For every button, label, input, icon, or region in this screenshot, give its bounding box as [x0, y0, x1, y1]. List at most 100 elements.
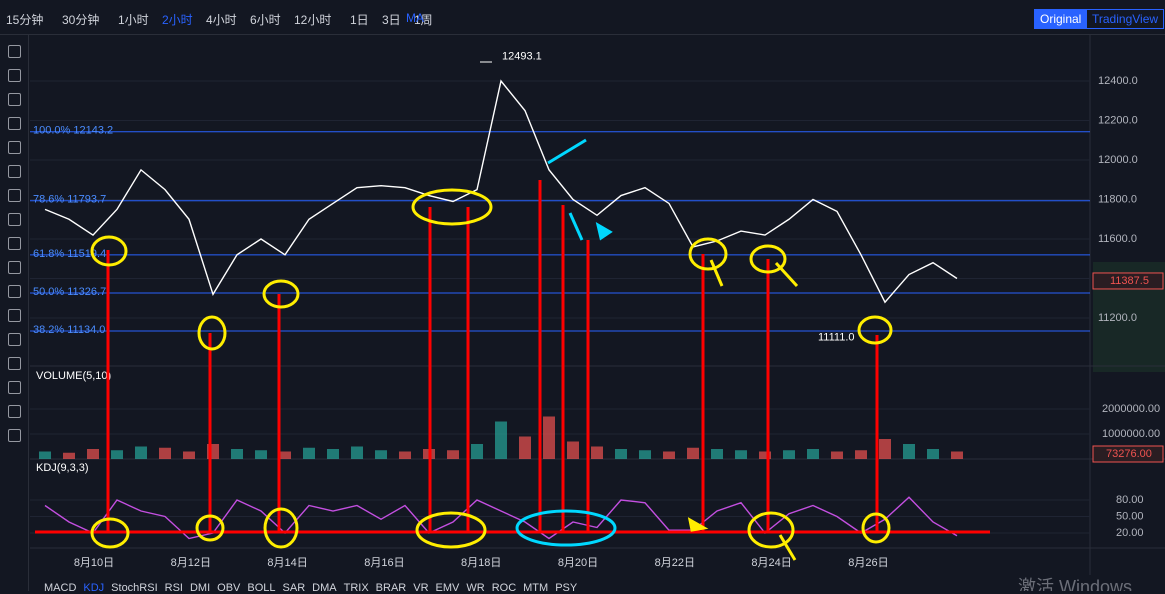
- tool-icon[interactable]: [8, 261, 21, 274]
- indicator-tab[interactable]: StochRSI: [111, 582, 158, 594]
- interval-tab[interactable]: 1日: [350, 13, 369, 27]
- indicator-tabs: MACD KDJ StochRSI RSI DMI OBV BOLL SAR DMA TRIX BR…: [44, 582, 584, 594]
- volume-bar: [495, 421, 507, 459]
- interval-tab[interactable]: 30分钟: [62, 13, 100, 27]
- tool-icon[interactable]: [8, 309, 21, 322]
- volume-bar: [231, 449, 243, 459]
- indicator-tab[interactable]: SAR: [282, 582, 306, 594]
- indicator-tab[interactable]: ROC: [491, 582, 517, 594]
- annotations: [35, 61, 990, 561]
- kdj-title: KDJ(9,3,3): [36, 462, 89, 474]
- tool-icon[interactable]: [8, 333, 21, 346]
- arrow: [547, 138, 587, 165]
- volume-bar: [255, 450, 267, 459]
- indicator-tab[interactable]: MACD: [44, 582, 77, 594]
- tool-icon[interactable]: [8, 189, 21, 202]
- date-label: 8月10日: [74, 557, 114, 569]
- y-tick-label: 11800.0: [1098, 193, 1137, 205]
- volume-bar: [519, 436, 531, 459]
- volume-bar: [183, 451, 195, 459]
- volume-tick-label: 1000000.00: [1102, 428, 1160, 440]
- indicator-tab[interactable]: PSY: [555, 582, 578, 594]
- volume-bar: [927, 449, 939, 459]
- drawing-toolbar: [0, 35, 29, 591]
- volume-bar: [591, 446, 603, 459]
- tool-icon[interactable]: [8, 357, 21, 370]
- volume-bar: [639, 450, 651, 459]
- highlight-circle: [411, 188, 493, 226]
- y-tick-label: 12200.0: [1098, 114, 1138, 126]
- volume-bar: [399, 451, 411, 459]
- view-tab[interactable]: TradingView: [1086, 9, 1165, 29]
- indicator-tab[interactable]: KDJ: [83, 582, 105, 594]
- tool-icon[interactable]: [8, 237, 21, 250]
- tool-icon[interactable]: [8, 381, 21, 394]
- indicator-tab[interactable]: DMI: [189, 582, 211, 594]
- indicator-tab[interactable]: TRIX: [343, 582, 369, 594]
- indicator-tab[interactable]: RSI: [164, 582, 183, 594]
- tool-icon[interactable]: [8, 405, 21, 418]
- date-label: 8月18日: [461, 557, 501, 569]
- volume-bar: [351, 446, 363, 459]
- tool-icon[interactable]: [8, 117, 21, 130]
- volume-bar: [807, 449, 819, 459]
- tool-icon[interactable]: [8, 429, 21, 442]
- indicator-tab[interactable]: OBV: [217, 582, 241, 594]
- fib-label: 78.6% 11793.7: [33, 194, 106, 206]
- tool-icon[interactable]: [8, 165, 21, 178]
- indicator-button[interactable]: MA: [406, 11, 424, 25]
- interval-tab[interactable]: 1小时: [118, 13, 149, 27]
- price-line: [44, 79, 958, 304]
- volume-title: VOLUME(5,10): [36, 370, 111, 382]
- y-tick-label: 12000.0: [1098, 154, 1138, 166]
- highlight-circle: [263, 507, 299, 549]
- volume-bar: [303, 447, 315, 459]
- indicator-tab[interactable]: WR: [466, 582, 485, 594]
- volume-bar: [447, 450, 459, 459]
- interval-tab[interactable]: 15分钟: [6, 13, 44, 27]
- arrow: [774, 261, 799, 288]
- interval-tab[interactable]: 1周: [414, 13, 433, 27]
- y-tick-label: 11600.0: [1098, 233, 1137, 245]
- date-label: 8月16日: [364, 557, 404, 569]
- indicator-tab[interactable]: MTM: [523, 582, 549, 594]
- last-price-label: 11387.5: [1110, 275, 1149, 287]
- kdj-tick-label: 50.00: [1116, 510, 1144, 522]
- indicator-tab[interactable]: DMA: [312, 582, 337, 594]
- date-label: 8月20日: [558, 557, 598, 569]
- interval-tab[interactable]: 6小时: [250, 13, 281, 27]
- indicator-tab[interactable]: BOLL: [247, 582, 276, 594]
- volume-bar: [615, 449, 627, 459]
- toolbar: 15分钟 30分钟 1小时 2小时 4小时 6小时 12小时 1日 3日 1周 MA Origin…: [0, 0, 1165, 35]
- y-tick-label: 12400.0: [1098, 75, 1138, 87]
- interval-tab[interactable]: 4小时: [206, 13, 237, 27]
- arrow: [778, 534, 797, 561]
- interval-tab[interactable]: 3日: [382, 13, 401, 27]
- interval-tab[interactable]: 12小时: [294, 13, 332, 27]
- indicator-tab[interactable]: EMV: [435, 582, 460, 594]
- volume-bar: [879, 439, 891, 459]
- indicator-tab[interactable]: VR: [413, 582, 429, 594]
- tool-icon[interactable]: [8, 93, 21, 106]
- volume-bar: [783, 450, 795, 459]
- low-label: 11111.0: [818, 331, 855, 343]
- interval-tab[interactable]: 2小时: [162, 13, 193, 27]
- highlight-circle: [861, 512, 891, 544]
- kdj-line: [44, 496, 958, 540]
- tool-icon[interactable]: [8, 69, 21, 82]
- arrow: [709, 259, 724, 287]
- volume-bar: [687, 447, 699, 459]
- volume-bar: [951, 451, 963, 459]
- indicator-tab[interactable]: BRAR: [375, 582, 407, 594]
- tool-icon[interactable]: [8, 45, 21, 58]
- tool-icon[interactable]: [8, 141, 21, 154]
- volume-tick-label: 2000000.00: [1102, 403, 1160, 415]
- volume-bar: [39, 451, 51, 459]
- highlight-circle: [415, 511, 487, 549]
- arrow-head: [595, 221, 613, 241]
- fib-label: 100.0% 12143.2: [33, 125, 113, 137]
- tool-icon[interactable]: [8, 213, 21, 226]
- view-tab[interactable]: Original: [1034, 9, 1088, 29]
- tool-icon[interactable]: [8, 285, 21, 298]
